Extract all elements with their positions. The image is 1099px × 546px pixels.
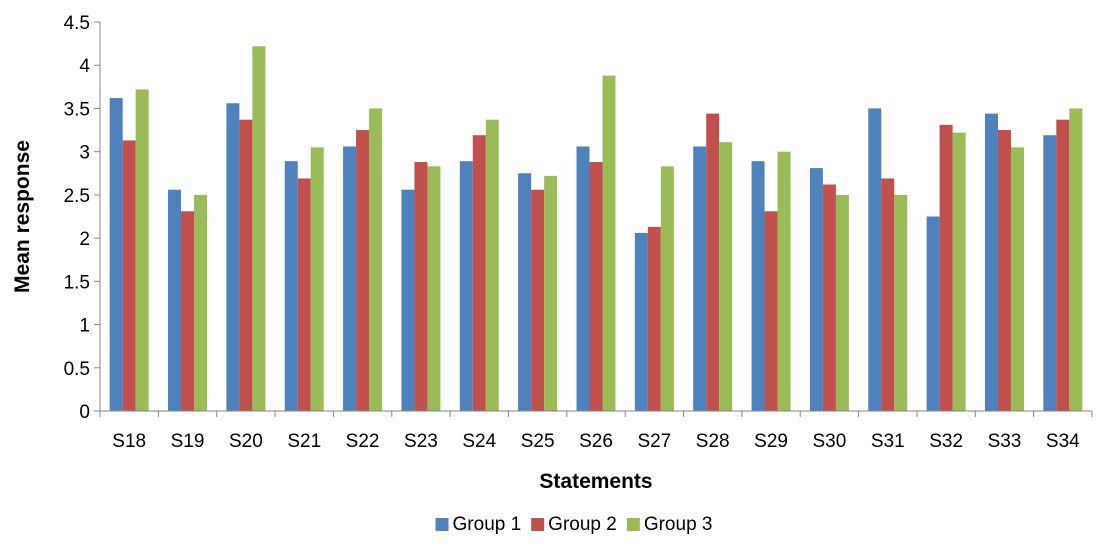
bar-s24-group-1	[459, 161, 473, 411]
bar-s27-group-2	[647, 226, 661, 411]
bar-s20-group-2	[239, 119, 253, 411]
x-tick-label: S18	[112, 431, 146, 452]
bar-s19-group-1	[168, 189, 182, 411]
bar-s33-group-3	[1010, 147, 1024, 411]
bar-s28-group-1	[693, 146, 707, 412]
bar-s26-group-3	[602, 75, 616, 412]
x-tick-label: S30	[813, 431, 847, 452]
bar-s24-group-2	[472, 135, 486, 411]
bar-s25-group-3	[544, 175, 558, 411]
bar-s29-group-1	[751, 161, 765, 411]
y-tick-label: 4	[79, 56, 90, 77]
bar-s33-group-1	[984, 113, 998, 412]
y-tick-label: 1.5	[64, 272, 90, 293]
x-tick-label: S20	[229, 431, 263, 452]
legend-swatch	[626, 518, 640, 531]
bar-s25-group-1	[518, 173, 532, 411]
y-axis-title: Mean response	[11, 140, 34, 293]
x-tick-label: S34	[1046, 431, 1080, 452]
x-tick-label: S31	[871, 431, 905, 452]
x-tick-label: S24	[462, 431, 496, 452]
bar-s18-group-2	[122, 140, 136, 411]
bar-s32-group-1	[926, 216, 940, 411]
legend: Group 1 Group 2 Group 3	[435, 514, 713, 535]
y-tick-label: 0.5	[64, 359, 90, 380]
bar-s30-group-2	[822, 184, 836, 411]
legend-label: Group 3	[644, 514, 713, 535]
bar-s19-group-3	[194, 194, 208, 411]
y-axis-ticks: 0 0.5 1 1.5 2 2.5 3 3.5 4 4.5	[64, 13, 100, 423]
legend-item-group-2: Group 2	[531, 514, 617, 535]
y-tick-label: 0	[79, 402, 90, 423]
bar-s23-group-2	[414, 162, 428, 411]
bar-s31-group-3	[894, 194, 908, 411]
legend-item-group-1: Group 1	[435, 514, 522, 535]
legend-swatch	[531, 518, 545, 531]
y-tick-label: 2	[79, 229, 90, 250]
bar-s31-group-2	[881, 178, 895, 411]
bar-s31-group-1	[868, 108, 882, 411]
bar-s25-group-2	[531, 189, 545, 411]
bar-s28-group-3	[719, 142, 733, 411]
legend-swatch	[435, 518, 449, 531]
bar-s21-group-3	[310, 147, 324, 411]
x-tick-label: S27	[637, 431, 671, 452]
bar-s20-group-3	[252, 46, 266, 412]
x-axis-ticks: S18 S19 S20 S21 S22 S23 S24 S25 S26 S27 S28 S29 S30 S…	[99, 411, 1093, 452]
bar-s18-group-3	[135, 89, 149, 411]
y-tick-label: 3	[79, 143, 90, 164]
x-tick-label: S23	[404, 431, 438, 452]
y-tick-label: 1	[79, 316, 90, 337]
bar-s23-group-3	[427, 166, 441, 411]
bar-s28-group-2	[706, 113, 720, 412]
bar-s26-group-1	[576, 146, 590, 412]
bar-s18-group-1	[109, 98, 123, 412]
bar-s23-group-1	[401, 189, 415, 411]
x-tick-label: S21	[287, 431, 321, 452]
x-tick-label: S22	[346, 431, 380, 452]
bar-s27-group-3	[660, 166, 674, 411]
x-axis-title: Statements	[539, 470, 652, 493]
x-tick-label: S32	[929, 431, 963, 452]
bars	[109, 46, 1083, 412]
bar-s29-group-2	[764, 211, 778, 411]
bar-s22-group-1	[343, 146, 357, 412]
bar-s32-group-2	[939, 124, 953, 411]
bar-s34-group-3	[1069, 108, 1083, 411]
x-tick-label: S28	[696, 431, 730, 452]
bar-s19-group-2	[181, 211, 195, 411]
bar-s27-group-1	[634, 232, 648, 411]
bar-s29-group-3	[777, 151, 791, 411]
y-tick-label: 2.5	[64, 186, 90, 207]
x-tick-label: S33	[988, 431, 1022, 452]
bar-s21-group-1	[284, 161, 298, 411]
y-tick-label: 3.5	[64, 99, 90, 120]
legend-label: Group 2	[548, 514, 617, 535]
legend-label: Group 1	[453, 514, 522, 535]
bar-s30-group-3	[835, 194, 849, 411]
bar-s33-group-2	[997, 130, 1011, 412]
x-tick-label: S25	[521, 431, 555, 452]
bar-s26-group-2	[589, 162, 603, 411]
legend-item-group-3: Group 3	[626, 514, 713, 535]
bar-s21-group-2	[297, 178, 311, 411]
bar-s32-group-3	[952, 132, 966, 411]
x-tick-label: S26	[579, 431, 613, 452]
x-tick-label: S29	[754, 431, 788, 452]
bar-s34-group-2	[1056, 119, 1070, 411]
bar-s24-group-3	[485, 119, 499, 411]
x-tick-label: S19	[171, 431, 205, 452]
bar-s34-group-1	[1043, 135, 1057, 411]
bar-s30-group-1	[809, 168, 823, 411]
y-tick-label: 4.5	[64, 13, 90, 34]
bar-s22-group-3	[369, 108, 383, 411]
bar-s20-group-1	[226, 103, 240, 411]
bar-s22-group-2	[356, 130, 370, 412]
